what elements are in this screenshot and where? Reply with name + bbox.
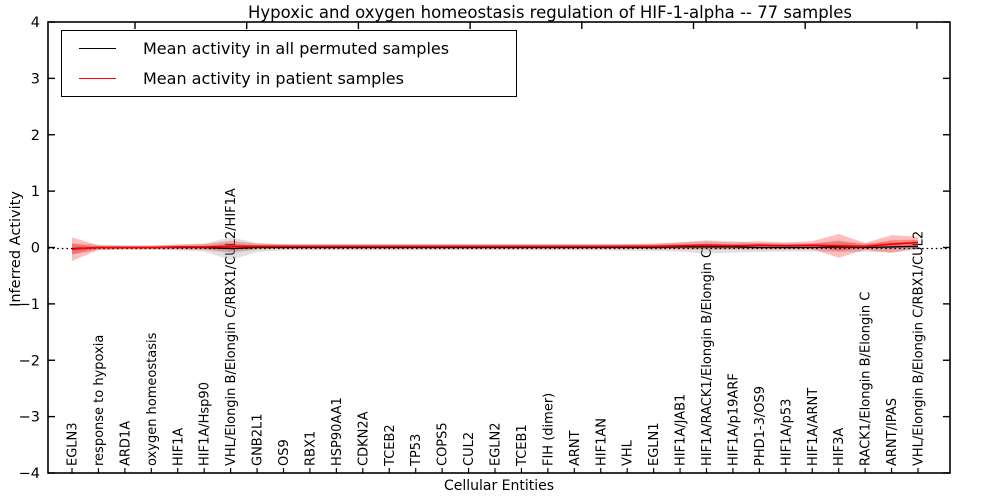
x-axis-title: Cellular Entities <box>443 478 555 494</box>
x-tick-label: HIF1A/JAB1 <box>674 394 689 466</box>
y-tick-label: 4 <box>31 15 40 31</box>
y-tick-label: −1 <box>19 297 40 313</box>
x-tick-label: ARNT <box>568 430 583 466</box>
y-axis-title: Inferred Activity <box>8 191 24 307</box>
chart-title: Hypoxic and oxygen homeostasis regulatio… <box>247 3 853 22</box>
x-tick-label: VHL/Elongin B/Elongin C/RBX1/CUL2 <box>912 231 927 466</box>
y-tick-label: 3 <box>31 71 40 87</box>
x-tick-labels: EGLN3 response to hypoxia ARD1A oxygen home… <box>66 188 927 467</box>
y-tick-label: 2 <box>31 128 40 144</box>
x-tick-label: oxygen homeostasis <box>145 332 160 466</box>
x-tick-label: HIF3A <box>832 428 847 466</box>
x-tick-label: EGLN2 <box>489 422 504 466</box>
permuted-mean-line <box>71 245 919 250</box>
x-tick-label: TCEB2 <box>383 424 398 467</box>
ticks: 4 3 2 1 0 −1 −2 −3 −4 <box>19 15 950 482</box>
y-tick-label: 1 <box>31 184 40 200</box>
legend-item-patient: Mean activity in patient samples <box>62 64 516 92</box>
x-tick-label: HIF1A/ARNT <box>806 388 821 466</box>
legend-label-permuted: Mean activity in all permuted samples <box>143 39 450 59</box>
legend-red-line-swatch <box>79 77 116 79</box>
patient-mean-line <box>71 241 919 251</box>
x-tick-label: HIF1A/RACK1/Elongin B/Elongin C <box>700 249 715 466</box>
x-tick-label: OS9 <box>277 439 292 466</box>
x-tick-label: GNB2L1 <box>251 413 266 466</box>
x-tick-label: EGLN1 <box>647 422 662 466</box>
x-tick-label: PHD1-3/OS9 <box>753 386 768 466</box>
legend-black-line-swatch <box>79 48 116 50</box>
legend: Mean activity in all permuted samples Me… <box>61 30 517 97</box>
x-tick-label: response to hypoxia <box>92 335 107 466</box>
x-tick-label: RBX1 <box>303 431 318 466</box>
x-tick-label: FIH (dimer) <box>541 393 556 466</box>
x-tick-label: ARNT/IPAS <box>885 398 900 466</box>
y-tick-label: −3 <box>19 410 40 426</box>
x-tick-label: VHL <box>621 439 636 466</box>
x-tick-label: HIF1A/p53 <box>779 399 794 466</box>
x-tick-label: TCEB1 <box>515 424 530 467</box>
y-tick-label: −2 <box>19 353 40 369</box>
x-tick-label: VHL/Elongin B/Elongin C/RBX1/CUL2/HIF1A <box>224 188 239 466</box>
x-tick-label: EGLN3 <box>66 422 81 466</box>
x-tick-label: RACK1/Elongin B/Elongin C <box>859 292 874 466</box>
x-tick-label: ARD1A <box>118 421 133 466</box>
x-tick-label: HIF1AN <box>594 418 609 466</box>
x-tick-label: HSP90AA1 <box>330 397 345 466</box>
x-tick-label: CUL2 <box>462 432 477 466</box>
mean-lines <box>71 241 919 251</box>
y-tick-label: −4 <box>19 466 40 482</box>
legend-label-patient: Mean activity in patient samples <box>143 68 404 88</box>
x-tick-label: TP53 <box>409 434 424 467</box>
x-tick-label: HIF1A <box>171 428 186 466</box>
x-tick-label: HIF1A/p19ARF <box>726 373 741 466</box>
x-tick-label: CDKN2A <box>356 411 371 466</box>
legend-item-permuted: Mean activity in all permuted samples <box>62 35 516 63</box>
x-tick-label: COPS5 <box>436 422 451 466</box>
x-tick-label: HIF1A/Hsp90 <box>198 382 213 466</box>
y-tick-label: 0 <box>31 241 40 257</box>
